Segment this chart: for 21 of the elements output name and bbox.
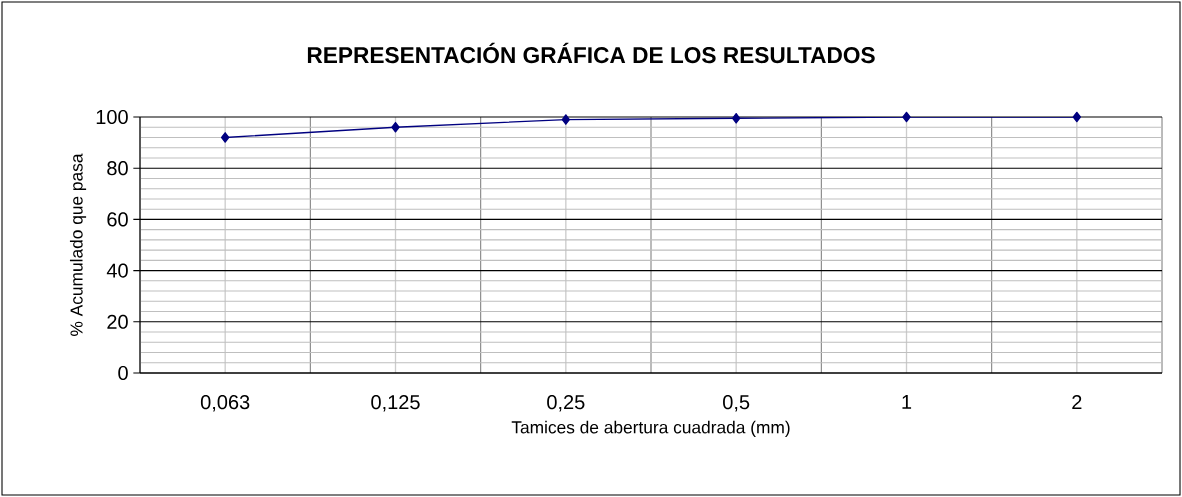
x-axis-title: Tamices de abertura cuadrada (mm) [511,420,790,437]
y-tick-label: 0 [118,365,128,381]
y-tick-label: 40 [106,263,128,278]
point [732,112,741,124]
point [902,111,911,123]
x-tick-label: 0,125 [371,395,420,412]
y-tick-label: 60 [107,212,128,227]
y-tick-label: 100 [96,109,128,125]
x-tick-label: 0,25 [547,395,585,412]
point [221,132,230,143]
x-tick-label: 0,5 [723,395,750,412]
chart-title: REPRESENTACIÓN GRÁFICA DE LOS RESULTADOS [307,42,875,64]
y-axis-title: % Acumulado que pasa [69,153,87,336]
y-tick-label: 80 [107,161,128,176]
x-tick-label: 2 [1072,395,1082,410]
point [1072,111,1082,123]
point [391,121,400,133]
y-tick-label: 20 [107,314,128,329]
point [561,114,571,125]
x-tick-label: 0,063 [200,395,250,412]
x-tick-label: 1 [902,395,912,409]
